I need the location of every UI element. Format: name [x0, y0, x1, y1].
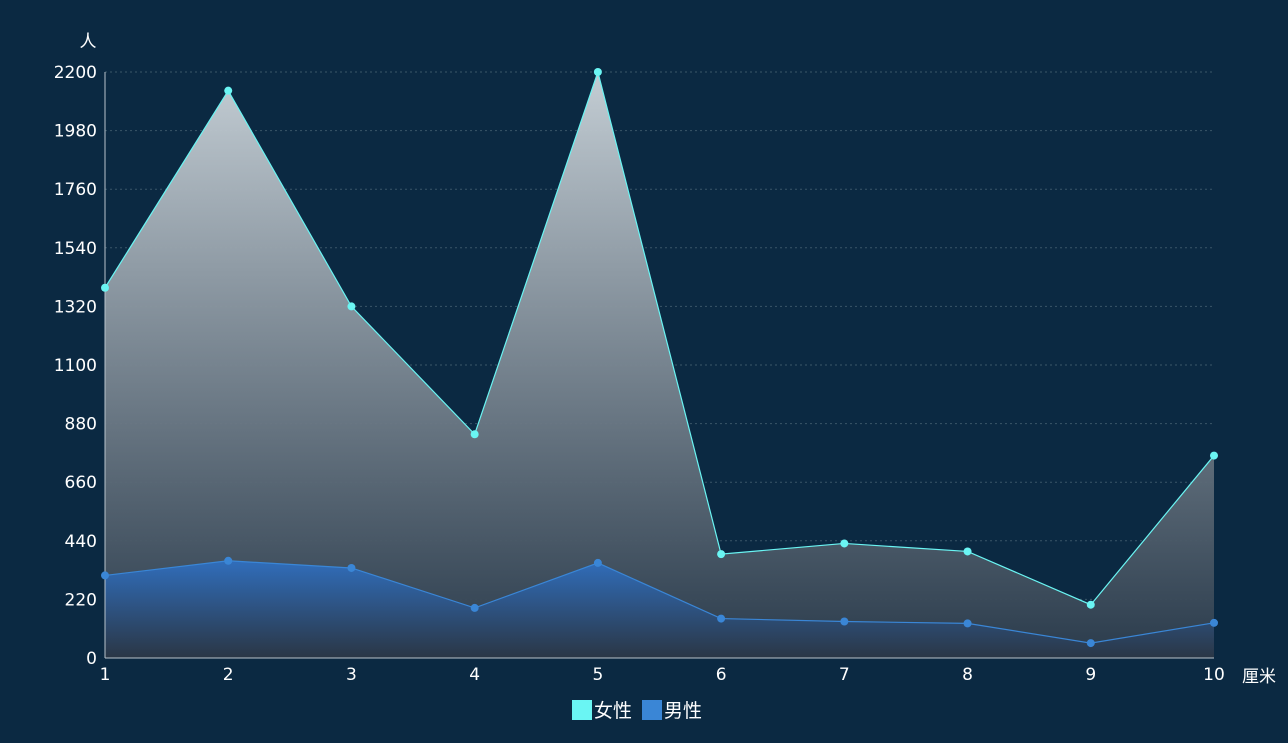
point-male[interactable] — [470, 603, 479, 612]
y-tick-label: 660 — [65, 473, 97, 493]
axes — [104, 72, 1214, 659]
y-tick-label: 2200 — [54, 63, 97, 83]
y-tick-labels: 0 220 440 660 880 1100 1320 1540 1760 1980 2200 — [54, 63, 97, 669]
x-tick-label: 1 — [100, 665, 111, 685]
legend[interactable]: 女性 男性 — [572, 700, 702, 722]
series-lines — [104, 69, 1215, 644]
series-points — [101, 68, 1218, 648]
y-tick-label: 440 — [65, 532, 97, 552]
y-tick-label: 880 — [65, 415, 97, 435]
y-tick-label: 1760 — [54, 180, 97, 200]
point-male[interactable] — [717, 614, 726, 623]
point-female[interactable] — [1086, 600, 1095, 609]
point-female[interactable] — [1210, 451, 1218, 460]
x-tick-label: 6 — [716, 665, 727, 685]
y-tick-label: 1320 — [54, 297, 97, 317]
legend-swatch-male — [642, 700, 662, 720]
point-female[interactable] — [347, 302, 356, 311]
line-female — [104, 69, 1215, 606]
point-female[interactable] — [963, 547, 972, 556]
point-female[interactable] — [593, 68, 602, 76]
point-male[interactable] — [101, 571, 109, 580]
point-male[interactable] — [840, 617, 849, 626]
x-tick-label: 3 — [346, 665, 357, 685]
area-male — [105, 560, 1214, 658]
y-axis-name: 人 — [80, 32, 97, 52]
legend-item-male[interactable]: 男性 — [642, 700, 702, 722]
y-tick-label: 1100 — [54, 356, 97, 376]
legend-label-female: 女性 — [594, 700, 632, 722]
legend-label-male: 男性 — [664, 700, 702, 722]
point-female[interactable] — [101, 283, 109, 292]
y-tick-label: 1980 — [54, 122, 97, 142]
x-tick-label: 4 — [469, 665, 480, 685]
x-axis-name: 厘米 — [1242, 667, 1276, 687]
x-tick-label: 8 — [962, 665, 973, 685]
y-tick-label: 220 — [65, 590, 97, 610]
point-female[interactable] — [470, 430, 479, 439]
x-tick-label: 10 — [1203, 665, 1225, 685]
point-male[interactable] — [1210, 618, 1218, 627]
legend-item-female[interactable]: 女性 — [572, 700, 632, 722]
x-tick-label: 7 — [839, 665, 850, 685]
x-tick-label: 2 — [223, 665, 234, 685]
point-male[interactable] — [1086, 639, 1095, 648]
legend-swatch-female — [572, 700, 592, 720]
point-male[interactable] — [593, 558, 602, 567]
point-female[interactable] — [840, 539, 849, 548]
point-male[interactable] — [224, 556, 233, 565]
point-male[interactable] — [963, 619, 972, 628]
x-tick-labels: 1 2 3 4 5 6 7 8 9 10 — [100, 665, 1225, 685]
point-female[interactable] — [717, 550, 726, 559]
series-areas — [105, 72, 1214, 658]
x-tick-label: 5 — [592, 665, 603, 685]
area-female — [105, 72, 1214, 658]
line-male — [104, 560, 1215, 644]
y-tick-label: 0 — [86, 649, 97, 669]
point-female[interactable] — [224, 86, 233, 95]
y-tick-label: 1540 — [54, 239, 97, 259]
x-tick-label: 9 — [1085, 665, 1096, 685]
point-male[interactable] — [347, 563, 356, 572]
